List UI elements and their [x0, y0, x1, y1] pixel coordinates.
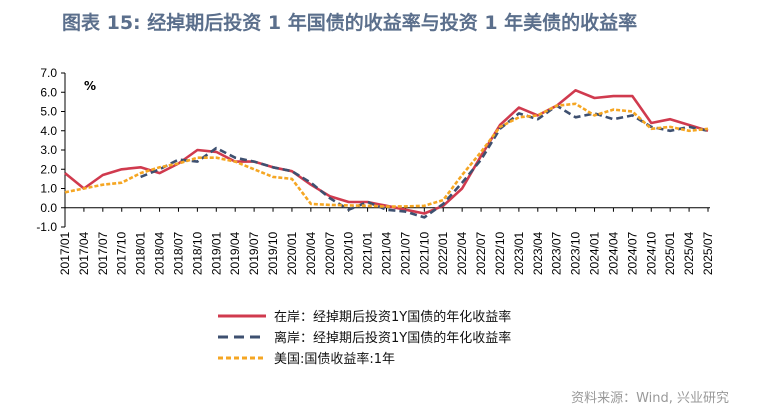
y-tick-label: 7.0 — [40, 66, 57, 80]
x-tick-label: 2025/01 — [663, 231, 677, 275]
x-tick-label: 2022/07 — [474, 231, 488, 275]
x-tick-label: 2021/10 — [417, 231, 431, 275]
series-line-onshore — [64, 89, 709, 215]
source-note: 资料来源：Wind, 兴业研究 — [571, 391, 729, 406]
legend-label-onshore: 在岸：经掉期后投资1Y国债的年化收益率 — [274, 310, 512, 325]
x-tick-label: 2017/01 — [58, 231, 72, 275]
series-line-offshore — [140, 104, 709, 219]
legend-item-us: 美国:国债收益率:1年 — [218, 347, 511, 368]
chart-title: 图表 15: 经掉期后投资 1 年国债的收益率与投资 1 年美债的收益率 — [62, 12, 638, 34]
legend-swatch-us — [218, 356, 266, 359]
y-tick-label: -1.0 — [36, 220, 57, 234]
x-tick-label: 2020/01 — [285, 231, 299, 275]
x-tick-label: 2022/01 — [436, 231, 450, 275]
y-axis-unit: % — [84, 79, 96, 93]
x-tick-label: 2019/01 — [209, 231, 223, 275]
legend: 在岸：经掉期后投资1Y国债的年化收益率 离岸：经掉期后投资1Y国债的年化收益率 … — [218, 305, 511, 368]
x-tick-label: 2019/10 — [266, 231, 280, 275]
y-tick-label: 3.0 — [40, 143, 57, 157]
x-tick-label: 2018/01 — [134, 231, 148, 275]
x-tick-label: 2017/07 — [96, 231, 110, 275]
x-tick-label: 2022/10 — [493, 231, 507, 275]
legend-swatch-offshore — [218, 335, 266, 338]
x-tick-label: 2019/04 — [228, 231, 242, 275]
x-tick-label: 2023/04 — [531, 231, 545, 275]
y-tick-label: 1.0 — [40, 182, 57, 196]
x-tick-label: 2025/07 — [701, 231, 715, 275]
x-tick-label: 2021/04 — [380, 231, 394, 275]
x-tick-label: 2020/04 — [304, 231, 318, 275]
x-tick-label: 2023/01 — [512, 231, 526, 275]
x-tick-label: 2024/07 — [625, 231, 639, 275]
x-tick-label: 2022/04 — [455, 231, 469, 275]
y-tick-label: 4.0 — [40, 124, 57, 138]
x-tick-label: 2020/07 — [323, 231, 337, 275]
legend-item-onshore: 在岸：经掉期后投资1Y国债的年化收益率 — [218, 305, 511, 326]
x-tick-label: 2020/10 — [342, 231, 356, 275]
x-tick-label: 2023/07 — [550, 231, 564, 275]
x-tick-label: 2018/04 — [153, 231, 167, 275]
x-tick-label: 2024/04 — [606, 231, 620, 275]
legend-label-us: 美国:国债收益率:1年 — [274, 352, 396, 367]
x-tick-label: 2021/07 — [398, 231, 412, 275]
x-tick-label: 2018/07 — [171, 231, 185, 275]
legend-label-offshore: 离岸：经掉期后投资1Y国债的年化收益率 — [274, 331, 512, 346]
legend-item-offshore: 离岸：经掉期后投资1Y国债的年化收益率 — [218, 326, 511, 347]
y-tick-label: 5.0 — [40, 105, 57, 119]
x-tick-label: 2017/04 — [77, 231, 91, 275]
x-tick-label: 2021/01 — [361, 231, 375, 275]
x-tick-label: 2019/07 — [247, 231, 261, 275]
x-tick-label: 2017/10 — [115, 231, 129, 275]
x-tick-label: 2024/10 — [644, 231, 658, 275]
x-tick-label: 2024/01 — [588, 231, 602, 275]
x-tick-label: 2023/10 — [569, 231, 583, 275]
x-tick-label: 2018/10 — [190, 231, 204, 275]
y-tick-label: 0.0 — [40, 201, 57, 215]
y-tick-label: 6.0 — [40, 85, 57, 99]
x-tick-label: 2025/04 — [682, 231, 696, 275]
legend-swatch-onshore — [218, 314, 266, 317]
y-tick-label: 2.0 — [40, 162, 57, 176]
